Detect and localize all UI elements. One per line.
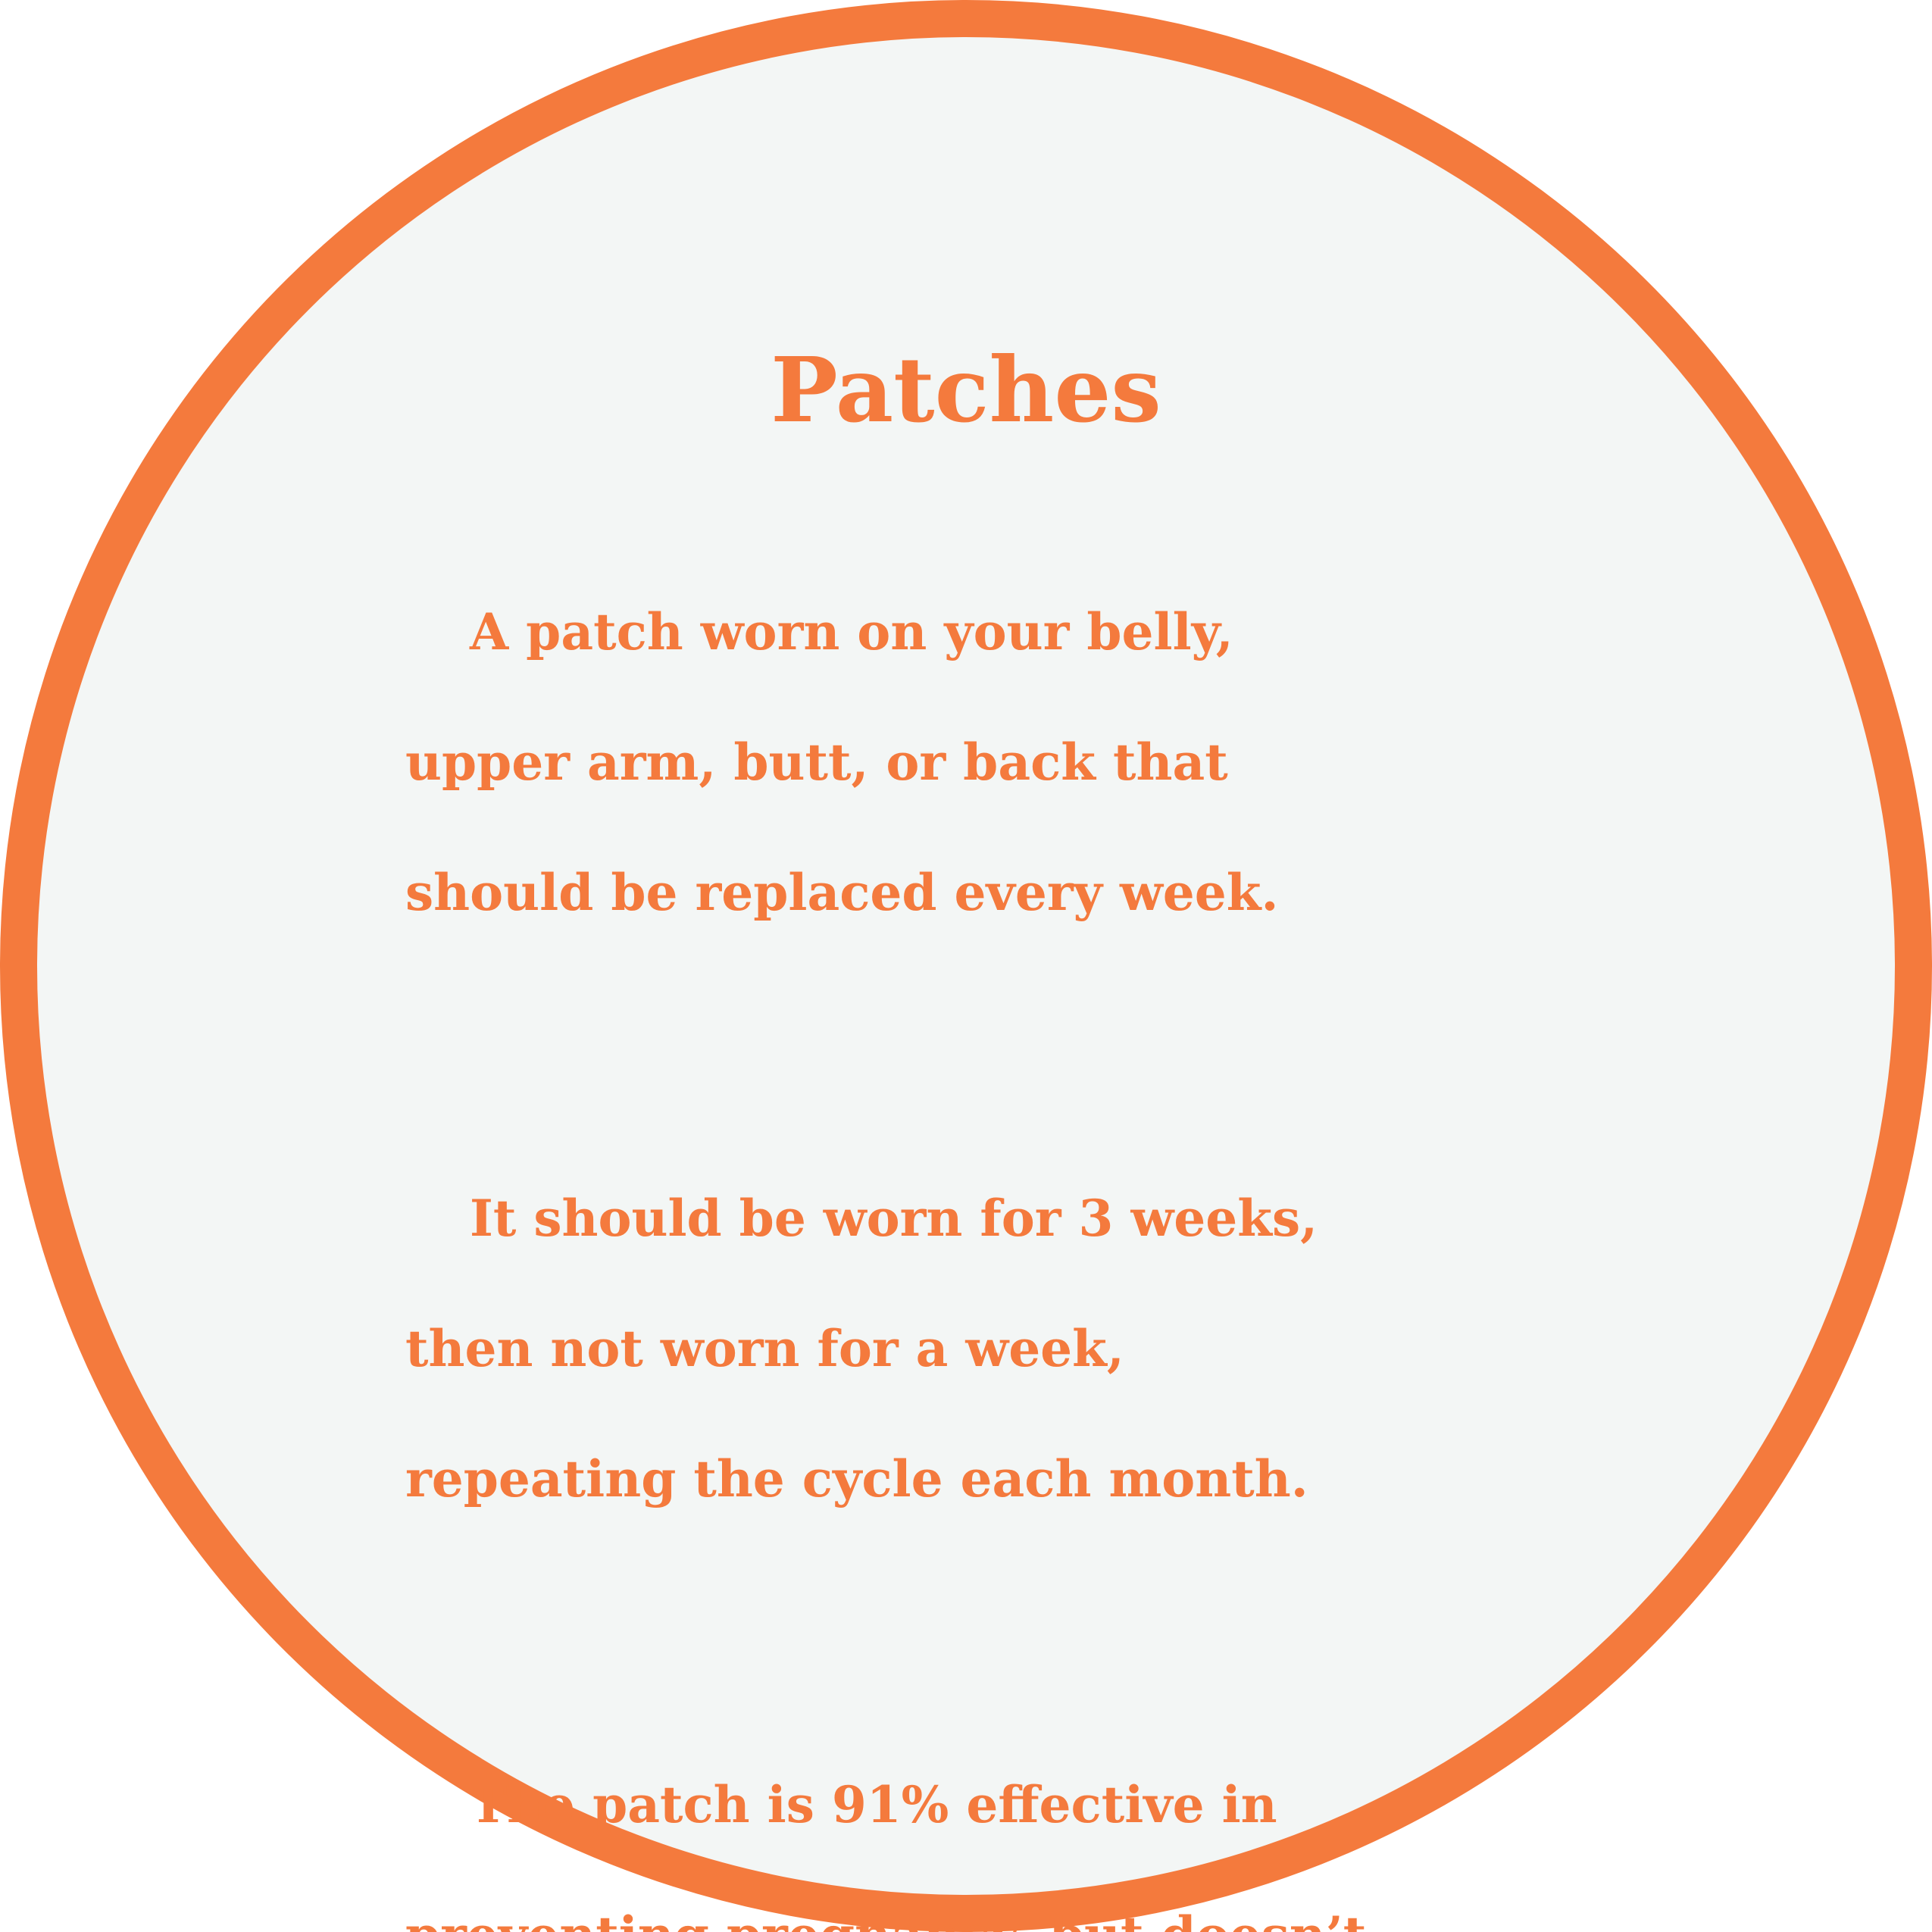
paragraph-line: then not worn for a week, [405,1319,1124,1378]
paragraph-line: preventing pregnancy, but doesn’t [405,1902,1602,1932]
paragraph-line: A patch worn on your belly, [470,602,1233,661]
paragraph-line: It should be worn for 3 weeks, [470,1189,1318,1248]
card-body: A patch worn on your belly, upper arm, b… [405,534,1602,1932]
paragraph-description: A patch worn on your belly, upper arm, b… [405,534,1602,990]
paragraph-line: should be replaced every week. [405,863,1279,922]
paragraph-line: repeating the cycle each month. [405,1449,1308,1508]
paragraph-effectiveness: The patch is 91% effective in preventing… [405,1707,1602,1932]
card-title: Patches [771,337,1161,442]
paragraph-line: upper arm, butt, or back that [405,733,1228,792]
paragraph-usage: It should be worn for 3 weeks, then not … [405,1121,1602,1577]
paragraph-line: The patch is 91% effective in [470,1775,1277,1834]
